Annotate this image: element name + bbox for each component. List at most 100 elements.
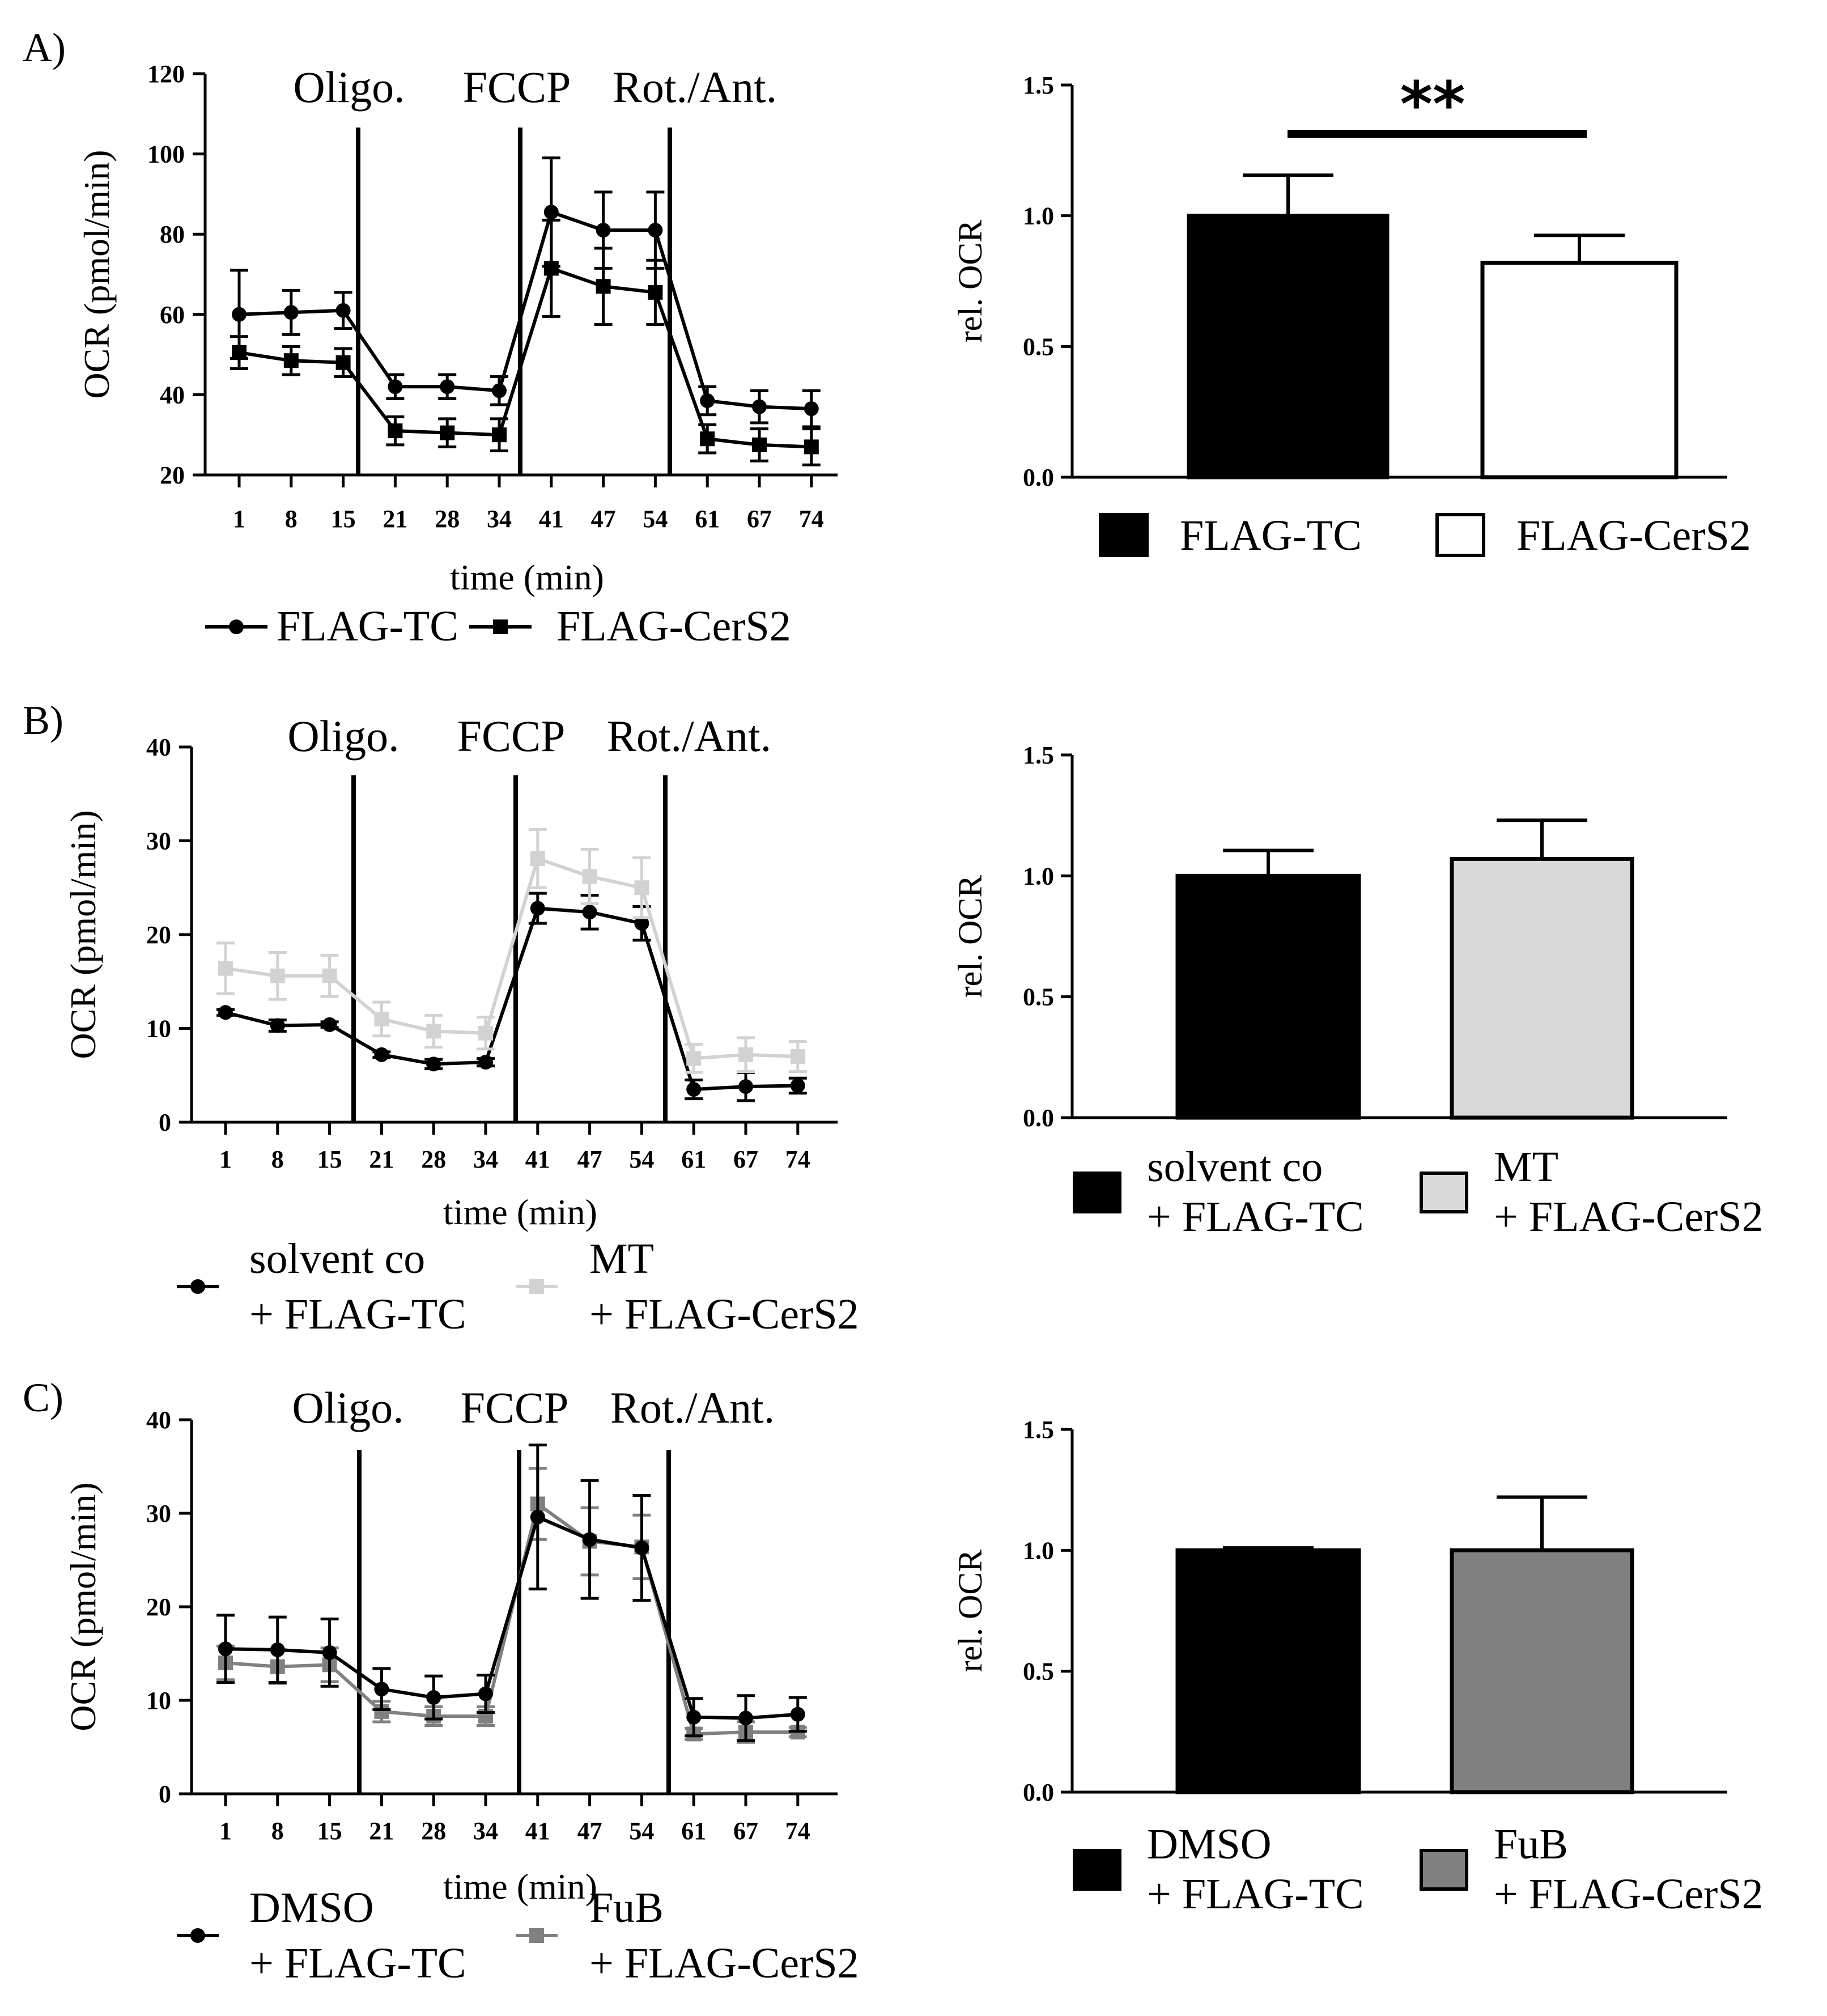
y-axis-title: OCR (pmol/min): [63, 1482, 103, 1731]
x-tick-label: 47: [577, 1817, 602, 1845]
data-point: [492, 383, 507, 398]
injection-label: Oligo.: [293, 62, 405, 112]
legend-label: FLAG-TC: [277, 602, 458, 650]
x-axis-title: time (min): [443, 1866, 597, 1907]
x-tick-label: 15: [317, 1817, 342, 1845]
legend-label: DMSO: [249, 1884, 374, 1932]
panel-label: B): [23, 698, 63, 743]
bar: [1450, 856, 1634, 1120]
x-tick-label: 28: [421, 1145, 446, 1173]
legend-label: FLAG-CerS2: [1516, 512, 1751, 559]
legend-label: MT: [1494, 1143, 1558, 1191]
data-point: [270, 1642, 285, 1657]
y-tick-label: 30: [146, 827, 171, 855]
x-tick-label: 61: [695, 505, 720, 533]
legend-marker: [529, 1279, 544, 1294]
y-tick-label: 0.0: [1023, 464, 1054, 491]
data-point: [686, 1709, 702, 1725]
data-point: [440, 425, 455, 440]
x-tick-label: 54: [629, 1817, 654, 1845]
series-flag-tc: [230, 156, 821, 428]
data-point: [322, 1645, 337, 1660]
data-point: [582, 869, 597, 884]
bar-legend: DMSO+ FLAG-TC FuB+ FLAG-CerS2: [1073, 1820, 1764, 1918]
data-point: [388, 379, 403, 394]
series-dmso-flag-tc: [216, 1444, 807, 1742]
data-point: [322, 968, 337, 983]
bar: [1187, 214, 1390, 479]
legend-label: solvent co: [1147, 1143, 1323, 1191]
y-tick-label: 60: [160, 301, 185, 329]
bar-chart: 0.0 0.5 1.0 1.5 rel. OCR solvent co+ FLAG-TC M…: [951, 741, 1764, 1241]
legend-label: FuB: [589, 1884, 664, 1932]
x-tick-label: 74: [785, 1145, 810, 1173]
legend-swatch: [1420, 1849, 1468, 1891]
x-tick-label: 1: [219, 1817, 232, 1845]
series-line: [225, 1501, 798, 1736]
data-point: [686, 1051, 702, 1066]
bar-legend: FLAG-TC FLAG-CerS2: [1099, 512, 1751, 559]
bar-legend: solvent co+ FLAG-TC MT+ FLAG-CerS2: [1073, 1143, 1764, 1241]
x-tick-label: 54: [643, 505, 668, 533]
data-point: [582, 905, 597, 920]
x-axis-title: time (min): [450, 557, 604, 597]
x-tick-label: 34: [487, 505, 512, 533]
y-tick-label: 30: [146, 1500, 171, 1527]
injection-label: FCCP: [461, 1383, 569, 1432]
legend-swatch: [1073, 1172, 1121, 1213]
y-axis-title: OCR (pmol/min): [77, 150, 117, 398]
data-point: [530, 901, 545, 916]
bar: [1480, 261, 1679, 479]
data-point: [700, 393, 715, 409]
x-tick-label: 21: [383, 505, 407, 533]
y-tick-label: 0.5: [1023, 983, 1054, 1011]
x-tick-label: 74: [785, 1817, 810, 1845]
y-tick-label: 20: [160, 461, 185, 489]
x-tick-label: 15: [331, 505, 356, 533]
x-tick-label: 67: [733, 1817, 758, 1845]
bar: [1450, 1548, 1634, 1794]
legend-marker: [493, 619, 508, 634]
line-chart: 0 10 20 30 40 1 8 15 21 28 34 41 47 54 61 67 74 Oligo. FCC…: [63, 1383, 859, 1987]
legend-label: MT: [589, 1235, 654, 1283]
legend-marker: [229, 619, 244, 634]
series-mt-flag-cers2: [216, 828, 807, 1074]
data-point: [530, 851, 545, 866]
data-point: [374, 1047, 389, 1062]
line-legend: DMSO + FLAG-TC FuB + FLAG-CerS2: [177, 1884, 859, 1987]
y-axis-title: rel. OCR: [951, 220, 989, 343]
legend-label: + FLAG-CerS2: [589, 1291, 859, 1338]
line-legend: solvent co + FLAG-TC MT + FLAG-CerS2: [177, 1235, 859, 1338]
series-line: [239, 210, 811, 411]
legend-marker: [529, 1928, 544, 1943]
series-line: [225, 906, 798, 1092]
x-tick-label: 21: [369, 1145, 394, 1173]
y-tick-label: 1.5: [1023, 741, 1054, 769]
data-point: [270, 1018, 285, 1033]
x-tick-label: 74: [799, 505, 824, 533]
x-tick-label: 8: [285, 505, 298, 533]
y-tick-label: 0.0: [1023, 1104, 1054, 1132]
y-tick-label: 0.5: [1023, 1658, 1054, 1686]
x-tick-label: 28: [421, 1817, 446, 1845]
legend-label: + FLAG-CerS2: [1494, 1870, 1764, 1918]
injection-label: FCCP: [457, 711, 566, 761]
x-tick-label: 1: [219, 1145, 232, 1173]
series-flag-cers2: [230, 218, 821, 466]
data-point: [478, 1025, 493, 1041]
y-tick-label: 20: [146, 1593, 171, 1621]
injection-label: Rot./Ant.: [613, 62, 777, 112]
y-tick-label: 100: [147, 141, 185, 168]
x-tick-label: 41: [539, 505, 564, 533]
x-tick-label: 8: [271, 1145, 284, 1173]
x-tick-label: 47: [591, 505, 616, 533]
data-point: [738, 1711, 753, 1726]
data-point: [738, 1047, 753, 1062]
data-point: [596, 223, 611, 238]
line-chart: 0 10 20 30 40 1 8 15 21 28 34 41 47 54 61 67 74 Oligo. FCC…: [63, 711, 859, 1338]
data-point: [232, 307, 247, 322]
series-line: [225, 856, 798, 1060]
data-point: [478, 1055, 493, 1070]
data-point: [648, 223, 663, 238]
data-point: [634, 1540, 649, 1556]
